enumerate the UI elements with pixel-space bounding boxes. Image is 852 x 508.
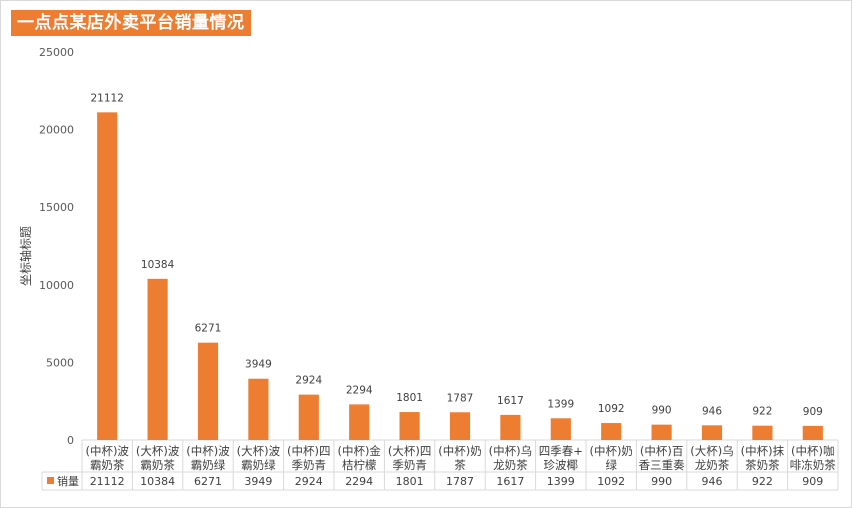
table-value: 909 bbox=[802, 475, 823, 488]
bar bbox=[298, 394, 319, 440]
category-label-line2: 香三重奏 bbox=[639, 458, 685, 472]
bar-data-label: 922 bbox=[752, 406, 772, 418]
bar bbox=[500, 414, 521, 440]
bar-data-label: 3949 bbox=[245, 359, 272, 371]
y-tick-label: 20000 bbox=[39, 124, 74, 137]
bar bbox=[550, 418, 571, 440]
bar-data-label: 1092 bbox=[598, 403, 625, 415]
table-value: 1092 bbox=[597, 475, 625, 488]
category-label-line1: (大杯)四 bbox=[388, 444, 431, 458]
category-label-line2: 霸奶茶 bbox=[90, 458, 125, 472]
category-label-line1: (中杯)咖 bbox=[791, 444, 834, 458]
category-label-line1: (中杯)奶 bbox=[438, 444, 481, 458]
table-value: 10384 bbox=[140, 475, 175, 488]
bar-data-label: 1801 bbox=[396, 392, 423, 404]
category-label-line2: 季奶青 bbox=[292, 458, 327, 472]
table-value: 21112 bbox=[90, 475, 125, 488]
table-value: 990 bbox=[651, 475, 672, 488]
category-label-line1: (大杯)乌 bbox=[690, 444, 733, 458]
bar-data-label: 2294 bbox=[346, 384, 373, 396]
y-tick-label: 15000 bbox=[39, 201, 74, 214]
table-value: 1399 bbox=[547, 475, 575, 488]
y-tick-label: 10000 bbox=[39, 279, 74, 292]
table-value: 3949 bbox=[244, 475, 272, 488]
category-label-line2: 龙奶茶 bbox=[695, 458, 730, 472]
table-value: 1801 bbox=[396, 475, 424, 488]
bar-data-label: 990 bbox=[652, 405, 672, 417]
legend-swatch bbox=[47, 477, 54, 484]
category-label-line2: 季奶青 bbox=[392, 458, 427, 472]
bar bbox=[349, 404, 370, 440]
bar-data-label: 1399 bbox=[547, 398, 574, 410]
table-value: 6271 bbox=[194, 475, 222, 488]
category-label-line2: 茶 bbox=[454, 458, 466, 472]
bar bbox=[147, 278, 168, 440]
category-label-line2: 桔柠檬 bbox=[342, 458, 377, 472]
bar-data-label: 21112 bbox=[90, 92, 123, 104]
category-label-line1: (中杯)波 bbox=[186, 444, 230, 458]
bar bbox=[248, 378, 269, 440]
category-label-line1: (中杯)百 bbox=[640, 444, 683, 458]
table-value: 1617 bbox=[496, 475, 524, 488]
bar bbox=[752, 425, 773, 440]
category-label-line1: (中杯)乌 bbox=[489, 444, 532, 458]
bar bbox=[601, 423, 622, 440]
table-value: 2294 bbox=[345, 475, 373, 488]
legend-label: 销量 bbox=[57, 474, 79, 488]
category-label-line1: 四季春+ bbox=[539, 444, 583, 458]
bar-data-label: 6271 bbox=[195, 323, 222, 335]
bar-data-label: 946 bbox=[702, 405, 722, 417]
category-label-line1: (大杯)波 bbox=[136, 444, 180, 458]
category-label-line2: 茶奶茶 bbox=[745, 458, 780, 472]
bar bbox=[651, 424, 672, 440]
category-label-line1: (中杯)金 bbox=[337, 444, 381, 458]
category-label-line2: 龙奶茶 bbox=[493, 458, 528, 472]
category-label-line1: (中杯)抹 bbox=[741, 444, 785, 458]
bar bbox=[449, 412, 471, 440]
y-tick-label: 5000 bbox=[46, 356, 74, 369]
bar-data-label: 10384 bbox=[141, 259, 175, 271]
category-label-line1: (中杯)波 bbox=[85, 444, 129, 458]
category-label-line2: 霸奶茶 bbox=[140, 458, 175, 472]
table-value: 946 bbox=[702, 475, 723, 488]
category-label-line1: (中杯)奶 bbox=[589, 444, 632, 458]
bar bbox=[701, 425, 723, 440]
table-value: 2924 bbox=[295, 475, 323, 488]
category-label-line2: 珍波椰 bbox=[544, 458, 579, 472]
bar bbox=[197, 342, 219, 440]
table-value: 922 bbox=[752, 475, 773, 488]
category-label-line2: 霸奶绿 bbox=[191, 458, 226, 472]
bar-data-label: 1787 bbox=[447, 392, 474, 404]
category-label-line2: 绿 bbox=[605, 458, 617, 472]
bar-data-label: 1617 bbox=[497, 395, 524, 407]
y-tick-label: 0 bbox=[67, 434, 74, 447]
bar-data-label: 2924 bbox=[295, 375, 322, 387]
bar bbox=[399, 412, 420, 440]
y-tick-label: 25000 bbox=[39, 46, 74, 59]
category-label-line1: (大杯)波 bbox=[237, 444, 281, 458]
category-label-line1: (中杯)四 bbox=[287, 444, 330, 458]
table-value: 1787 bbox=[446, 475, 474, 488]
y-axis-title: 坐标轴标题 bbox=[18, 226, 33, 286]
category-label-line2: 霸奶绿 bbox=[241, 458, 276, 472]
bar bbox=[802, 425, 823, 440]
bar bbox=[97, 112, 118, 440]
bar-data-label: 909 bbox=[803, 406, 823, 418]
category-label-line2: 啡冻奶茶 bbox=[790, 458, 836, 472]
chart-title: 一点点某店外卖平台销量情况 bbox=[11, 10, 251, 36]
